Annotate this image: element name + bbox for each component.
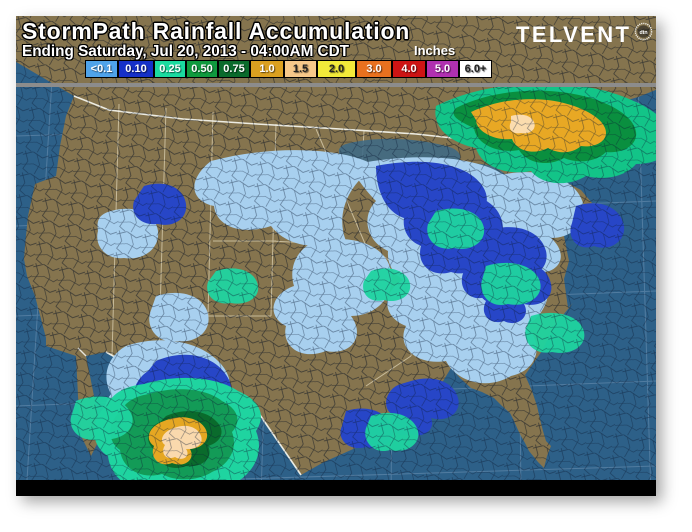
svg-text:dtn: dtn [639, 30, 647, 36]
